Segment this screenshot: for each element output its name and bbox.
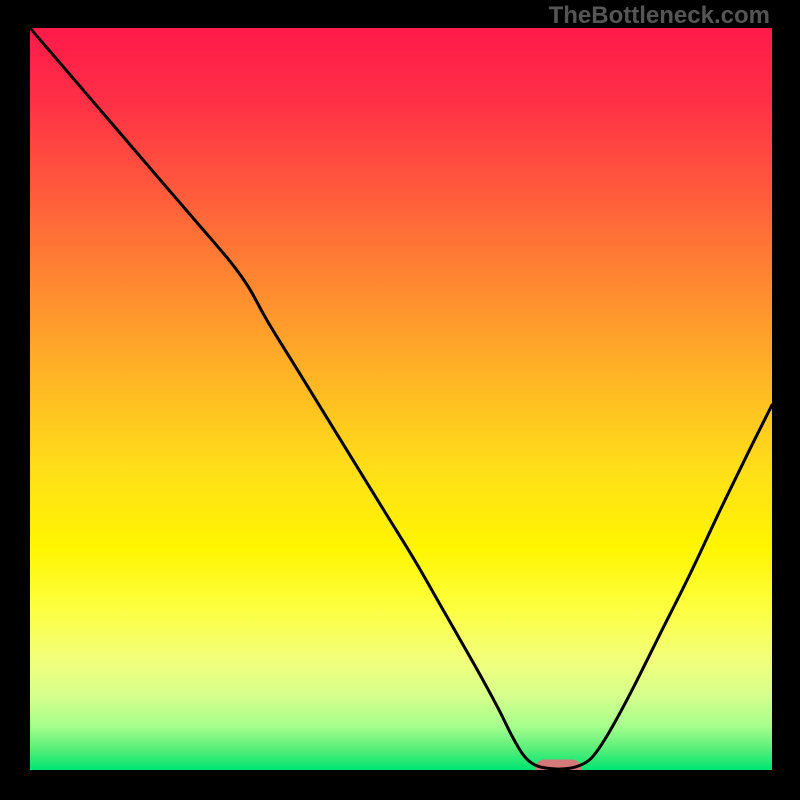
attribution-text: TheBottleneck.com (549, 2, 770, 30)
bottleneck-curve (30, 28, 772, 769)
curve-overlay (30, 28, 772, 770)
plot-area (30, 28, 772, 770)
chart-container: TheBottleneck.com (0, 0, 800, 800)
